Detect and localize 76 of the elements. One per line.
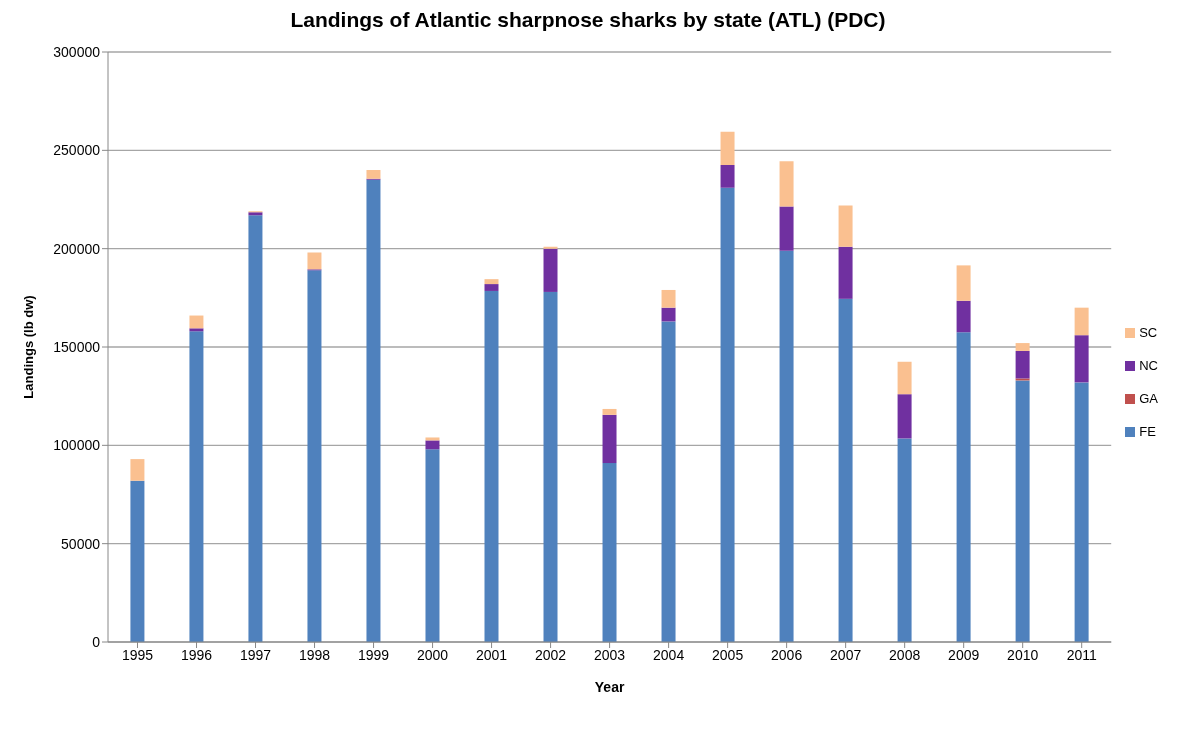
- x-axis-title: Year: [594, 679, 625, 695]
- y-tick-label: 300000: [53, 43, 101, 60]
- bar: [956, 332, 971, 642]
- bar: [779, 206, 794, 251]
- bar: [720, 131, 735, 166]
- x-tick-label: 2000: [416, 646, 449, 663]
- bar: [838, 205, 853, 247]
- bar: [1015, 380, 1030, 642]
- bar: [130, 459, 145, 481]
- bar: [720, 187, 735, 642]
- bar: [602, 463, 617, 642]
- x-tick-label: 2008: [889, 646, 921, 663]
- bar: [366, 170, 381, 179]
- bar: [425, 440, 440, 450]
- y-tick-label: 150000: [53, 338, 101, 355]
- bar: [1015, 350, 1030, 379]
- x-tick-label: 2005: [712, 646, 744, 663]
- bar: [838, 246, 853, 299]
- bar: [1074, 335, 1089, 383]
- x-tick-label: 1998: [298, 646, 331, 663]
- bar: [307, 270, 322, 642]
- legend-label: SC: [1139, 325, 1158, 340]
- legend-label: GA: [1139, 391, 1158, 406]
- bar: [720, 165, 735, 188]
- bar: [661, 289, 676, 308]
- y-tick-label: 0: [92, 633, 101, 650]
- x-tick-label: 2010: [1007, 646, 1039, 663]
- y-axis-title: Landings (lb dw): [20, 295, 36, 399]
- bar: [1015, 343, 1030, 351]
- legend-label: NC: [1139, 358, 1158, 373]
- x-tick-label: 2004: [653, 646, 685, 663]
- bar: [425, 449, 440, 642]
- bar: [1074, 382, 1089, 642]
- bar: [1074, 307, 1089, 336]
- bar: [661, 307, 676, 322]
- bar: [366, 179, 381, 642]
- x-tick-label: 1999: [357, 646, 390, 663]
- y-tick-label: 100000: [53, 437, 101, 454]
- x-tick-label: 2001: [476, 646, 508, 663]
- x-tick-label: 2003: [594, 646, 626, 663]
- y-tick-label: 250000: [53, 142, 101, 159]
- bar: [897, 361, 912, 395]
- x-tick-label: 1996: [180, 646, 213, 663]
- y-tick-label: 200000: [53, 240, 101, 257]
- bar: [956, 300, 971, 333]
- bar: [602, 408, 617, 415]
- x-tick-label: 2009: [948, 646, 980, 663]
- x-tick-label: 2006: [771, 646, 803, 663]
- bar: [425, 437, 440, 441]
- x-tick-label: 2011: [1066, 646, 1097, 663]
- bar: [838, 298, 853, 642]
- bar: [779, 161, 794, 207]
- bar: [307, 252, 322, 270]
- bar: [484, 284, 499, 291]
- bar: [602, 414, 617, 464]
- bar: [248, 215, 263, 642]
- x-tick-label: 1997: [239, 646, 272, 663]
- bar: [130, 480, 145, 642]
- chart-title: Landings of Atlantic sharpnose sharks by state (ATL) (PDC): [289, 8, 887, 32]
- bar: [897, 438, 912, 642]
- bar: [484, 279, 499, 285]
- y-tick-label: 50000: [61, 535, 101, 552]
- bar: [189, 315, 204, 329]
- bar: [897, 394, 912, 439]
- bar: [779, 250, 794, 642]
- bar: [543, 248, 558, 292]
- x-tick-label: 2002: [535, 646, 567, 663]
- bar: [189, 331, 204, 642]
- x-tick-label: 1995: [121, 646, 154, 663]
- bar: [543, 291, 558, 642]
- x-tick-label: 2007: [830, 646, 862, 663]
- legend-label: FE: [1139, 424, 1156, 439]
- bar: [189, 328, 204, 332]
- bar: [956, 265, 971, 301]
- bar: [661, 321, 676, 642]
- bar: [484, 290, 499, 642]
